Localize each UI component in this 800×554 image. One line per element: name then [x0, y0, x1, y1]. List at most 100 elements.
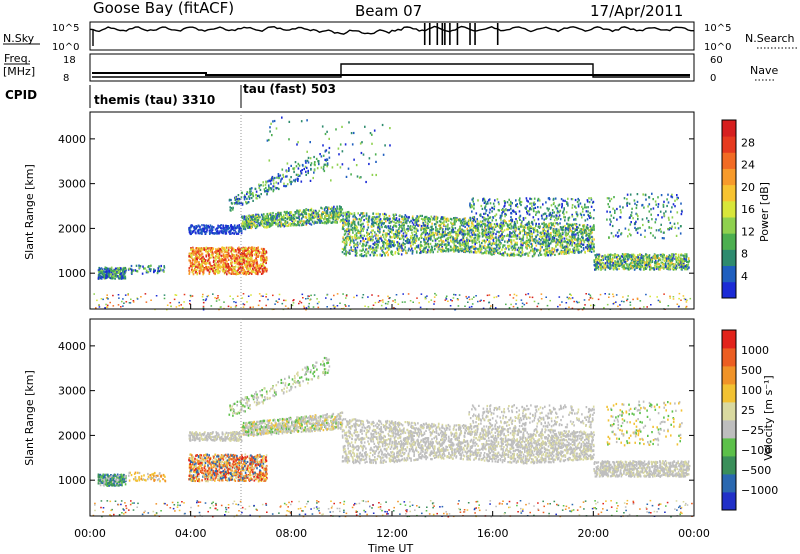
data-cell: [246, 225, 248, 228]
data-cell: [198, 263, 201, 266]
data-cell: [260, 223, 263, 226]
data-cell: [347, 222, 349, 225]
data-cell: [546, 244, 549, 247]
data-cell: [554, 222, 557, 225]
data-cell: [531, 227, 534, 230]
data-cell: [247, 257, 250, 260]
data-cell: [518, 248, 521, 251]
data-cell: [447, 223, 449, 226]
data-cell: [292, 220, 294, 223]
data-cell: [336, 207, 338, 210]
data-cell: [422, 231, 425, 234]
cpid-mode-2: tau (fast) 503: [243, 82, 336, 96]
data-cell: [355, 234, 358, 237]
data-cell: [420, 228, 422, 232]
data-cell: [276, 176, 278, 179]
data-cell: [436, 221, 439, 224]
data-cell: [493, 247, 495, 250]
data-cell: [205, 230, 208, 233]
data-cell: [218, 226, 221, 229]
data-cell: [482, 223, 484, 226]
data-cell: [245, 202, 248, 205]
data-cell: [375, 237, 377, 240]
data-cell: [340, 210, 342, 213]
data-cell: [435, 245, 438, 248]
data-cell: [217, 249, 220, 253]
data-cell: [495, 224, 497, 227]
data-cell: [275, 181, 278, 184]
data-cell: [231, 232, 234, 235]
data-cell: [509, 235, 512, 238]
data-cell: [488, 235, 491, 238]
data-cell: [282, 173, 284, 176]
data-cell: [382, 240, 384, 244]
data-cell: [163, 265, 165, 268]
data-cell: [527, 233, 529, 236]
data-cell: [356, 241, 359, 244]
data-cell: [229, 232, 232, 235]
data-cell: [141, 272, 144, 275]
data-cell: [235, 226, 237, 230]
data-cell: [241, 215, 244, 218]
data-cell: [551, 223, 553, 227]
data-cell: [402, 238, 405, 241]
data-cell: [198, 247, 201, 250]
data-cell: [560, 239, 563, 242]
data-cell: [222, 232, 225, 235]
data-cell: [424, 228, 427, 231]
data-cell: [301, 213, 304, 217]
data-cell: [445, 220, 448, 223]
data-cell: [305, 223, 308, 226]
data-cell: [539, 252, 541, 255]
data-cell: [466, 229, 469, 232]
data-cell: [325, 149, 328, 152]
data-cell: [443, 243, 446, 246]
data-cell: [529, 225, 531, 228]
data-cell: [499, 235, 501, 238]
data-cell: [269, 178, 272, 181]
data-cell: [563, 249, 566, 252]
data-cell: [252, 270, 254, 273]
data-cell: [250, 216, 252, 219]
data-cell: [192, 264, 194, 268]
freq-unit-label: [MHz]: [3, 65, 35, 78]
data-cell: [481, 239, 484, 242]
data-cell: [586, 247, 589, 250]
data-cell: [425, 215, 428, 218]
data-cell: [529, 232, 531, 235]
data-cell: [377, 234, 379, 237]
data-cell: [252, 191, 254, 195]
data-cell: [525, 252, 527, 255]
data-cell: [435, 220, 438, 223]
data-cell: [464, 229, 466, 232]
data-cell: [236, 270, 239, 273]
data-cell: [570, 240, 572, 244]
data-cell: [313, 171, 315, 174]
data-cell: [231, 255, 233, 258]
data-cell: [435, 233, 438, 236]
data-cell: [517, 246, 520, 249]
data-cell: [212, 232, 215, 235]
data-cell: [399, 245, 401, 248]
data-cell: [433, 245, 436, 248]
data-cell: [430, 215, 433, 218]
data-cell: [495, 246, 498, 249]
data-cell: [380, 246, 382, 249]
data-cell: [521, 246, 523, 249]
data-cell: [256, 214, 259, 218]
data-cell: [453, 250, 455, 253]
data-cell: [205, 249, 207, 252]
data-cell: [365, 212, 368, 215]
data-cell: [407, 225, 409, 228]
data-cell: [439, 227, 442, 230]
data-cell: [461, 241, 464, 244]
data-cell: [404, 231, 406, 234]
data-cell: [381, 222, 384, 225]
data-cell: [546, 251, 548, 255]
data-cell: [211, 251, 214, 254]
data-cell: [343, 252, 346, 255]
data-cell: [262, 247, 265, 251]
data-cell: [478, 223, 480, 226]
data-cell: [383, 252, 385, 255]
data-cell: [549, 226, 552, 229]
